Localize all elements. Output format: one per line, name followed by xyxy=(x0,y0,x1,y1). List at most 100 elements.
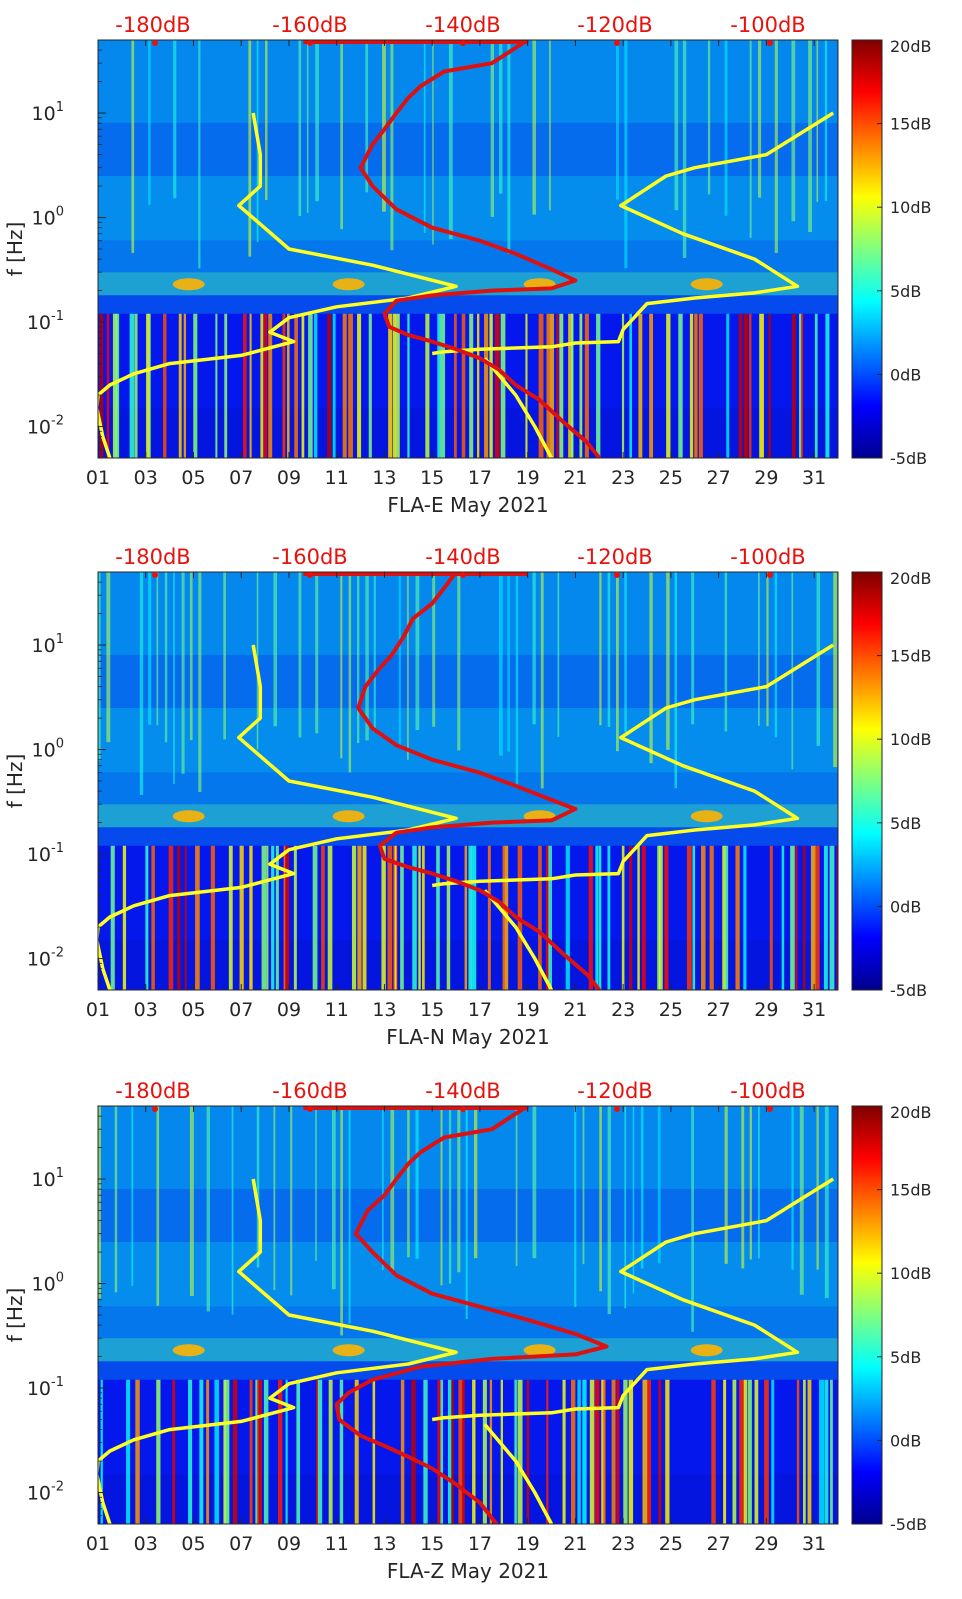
spectral-streak xyxy=(131,40,135,254)
spectral-streak xyxy=(115,313,120,458)
spectral-streak xyxy=(392,313,396,458)
spectral-streak xyxy=(271,845,275,990)
y-tick-label: 10-1 xyxy=(27,1375,64,1400)
spectral-streak xyxy=(589,1379,595,1524)
spectral-streak xyxy=(290,1106,293,1296)
spectral-streak xyxy=(616,40,619,200)
spectral-streak xyxy=(549,40,551,211)
spectral-streak xyxy=(723,1379,727,1524)
spectral-streak xyxy=(540,572,544,789)
spectral-streak xyxy=(758,572,760,726)
x-tick-label: 15 xyxy=(420,999,444,1021)
spectral-streak xyxy=(110,845,115,990)
x-tick-label: 31 xyxy=(802,467,826,489)
spectral-streak xyxy=(261,845,267,990)
colorbar-tick-label: 15dB xyxy=(890,1181,932,1200)
spectral-streak xyxy=(265,40,268,200)
db-overlay-label: -180dB xyxy=(115,13,190,37)
spectral-streak xyxy=(437,1379,441,1524)
frequency-band xyxy=(98,1241,838,1307)
frequency-band xyxy=(98,1361,838,1380)
spectral-streak xyxy=(151,845,155,990)
spectral-streak xyxy=(603,1379,606,1524)
spectral-streak xyxy=(285,1379,288,1524)
y-tick-label: 101 xyxy=(32,632,64,657)
spectral-streak xyxy=(395,313,400,458)
spectral-streak xyxy=(824,1379,829,1524)
spectral-streak xyxy=(642,1379,648,1524)
db-overlay-marker xyxy=(152,40,158,46)
spectral-streak xyxy=(365,40,369,193)
spectral-streak xyxy=(172,1379,176,1524)
spectral-streak xyxy=(824,845,828,990)
microseism-peak xyxy=(523,1344,556,1357)
frequency-band xyxy=(98,845,838,941)
spectral-streak xyxy=(458,1379,464,1524)
microseism-peak xyxy=(690,278,723,291)
colorbar-tick-label: 20dB xyxy=(890,1103,932,1122)
spectral-streak xyxy=(525,313,528,458)
spectral-streak xyxy=(340,1106,343,1336)
spectral-streak xyxy=(112,313,118,458)
spectral-streak xyxy=(407,1106,410,1258)
yellow-noise-model-line xyxy=(98,1178,458,1524)
spectral-streak xyxy=(624,40,628,269)
spectral-streak xyxy=(282,313,286,458)
x-tick-label: 07 xyxy=(229,999,253,1021)
spectral-streak xyxy=(139,572,144,795)
spectral-streak xyxy=(722,845,726,990)
spectral-streak xyxy=(588,845,593,990)
spectral-streak xyxy=(437,313,441,458)
x-tick-label: 25 xyxy=(659,467,683,489)
spectral-streak xyxy=(388,313,393,458)
frequency-band xyxy=(98,707,838,773)
spectral-streak xyxy=(425,313,430,458)
spectral-streak xyxy=(649,572,653,764)
spectral-streak xyxy=(231,1106,234,1315)
frequency-band xyxy=(98,408,838,458)
spectral-streak xyxy=(472,1379,476,1524)
db-overlay-marker xyxy=(307,572,313,578)
x-tick-label: 27 xyxy=(707,1533,731,1555)
spectral-streak xyxy=(473,1106,478,1259)
spectral-streak xyxy=(732,1379,737,1524)
spectral-streak xyxy=(484,313,489,458)
spectral-streak xyxy=(781,845,785,990)
spectral-streak xyxy=(298,572,302,738)
spectral-streak xyxy=(726,313,730,458)
spectral-streak xyxy=(562,1379,566,1524)
colorbar-tick-label: 10dB xyxy=(890,198,932,217)
x-tick-label: 07 xyxy=(229,467,253,489)
x-axis-label: FLA-E May 2021 xyxy=(387,493,548,517)
x-tick-label: 29 xyxy=(754,999,778,1021)
x-tick-label: 21 xyxy=(563,999,587,1021)
microseism-peak xyxy=(332,810,365,823)
spectral-streak xyxy=(565,845,570,990)
spectral-streak xyxy=(315,572,319,734)
colorbar-gradient xyxy=(851,1105,883,1525)
x-tick-label: 09 xyxy=(277,1533,301,1555)
x-tick-label: 15 xyxy=(420,1533,444,1555)
spectral-streak xyxy=(407,572,409,760)
colorbar-gradient xyxy=(851,571,883,991)
spectral-streak xyxy=(545,845,551,990)
spectral-streak xyxy=(526,1379,530,1524)
spectral-streak xyxy=(824,40,828,201)
spectral-streak xyxy=(317,1379,323,1524)
spectral-streak xyxy=(314,313,318,458)
spectral-streak xyxy=(423,1379,428,1524)
spectral-streak xyxy=(515,572,519,789)
db-overlay-label: -180dB xyxy=(115,1079,190,1103)
spectral-streak xyxy=(122,845,127,990)
spectral-streak xyxy=(263,313,268,458)
spectral-streak xyxy=(308,313,313,458)
x-tick-label: 15 xyxy=(420,467,444,489)
spectral-streak xyxy=(398,572,401,747)
x-tick-label: 25 xyxy=(659,999,683,1021)
yellow-noise-model-line xyxy=(98,112,458,458)
spectral-streak xyxy=(754,1379,759,1524)
spectral-streak xyxy=(658,1379,662,1524)
spectral-streak xyxy=(457,572,461,751)
spectral-streak xyxy=(725,845,729,990)
spectral-streak xyxy=(632,1106,635,1294)
